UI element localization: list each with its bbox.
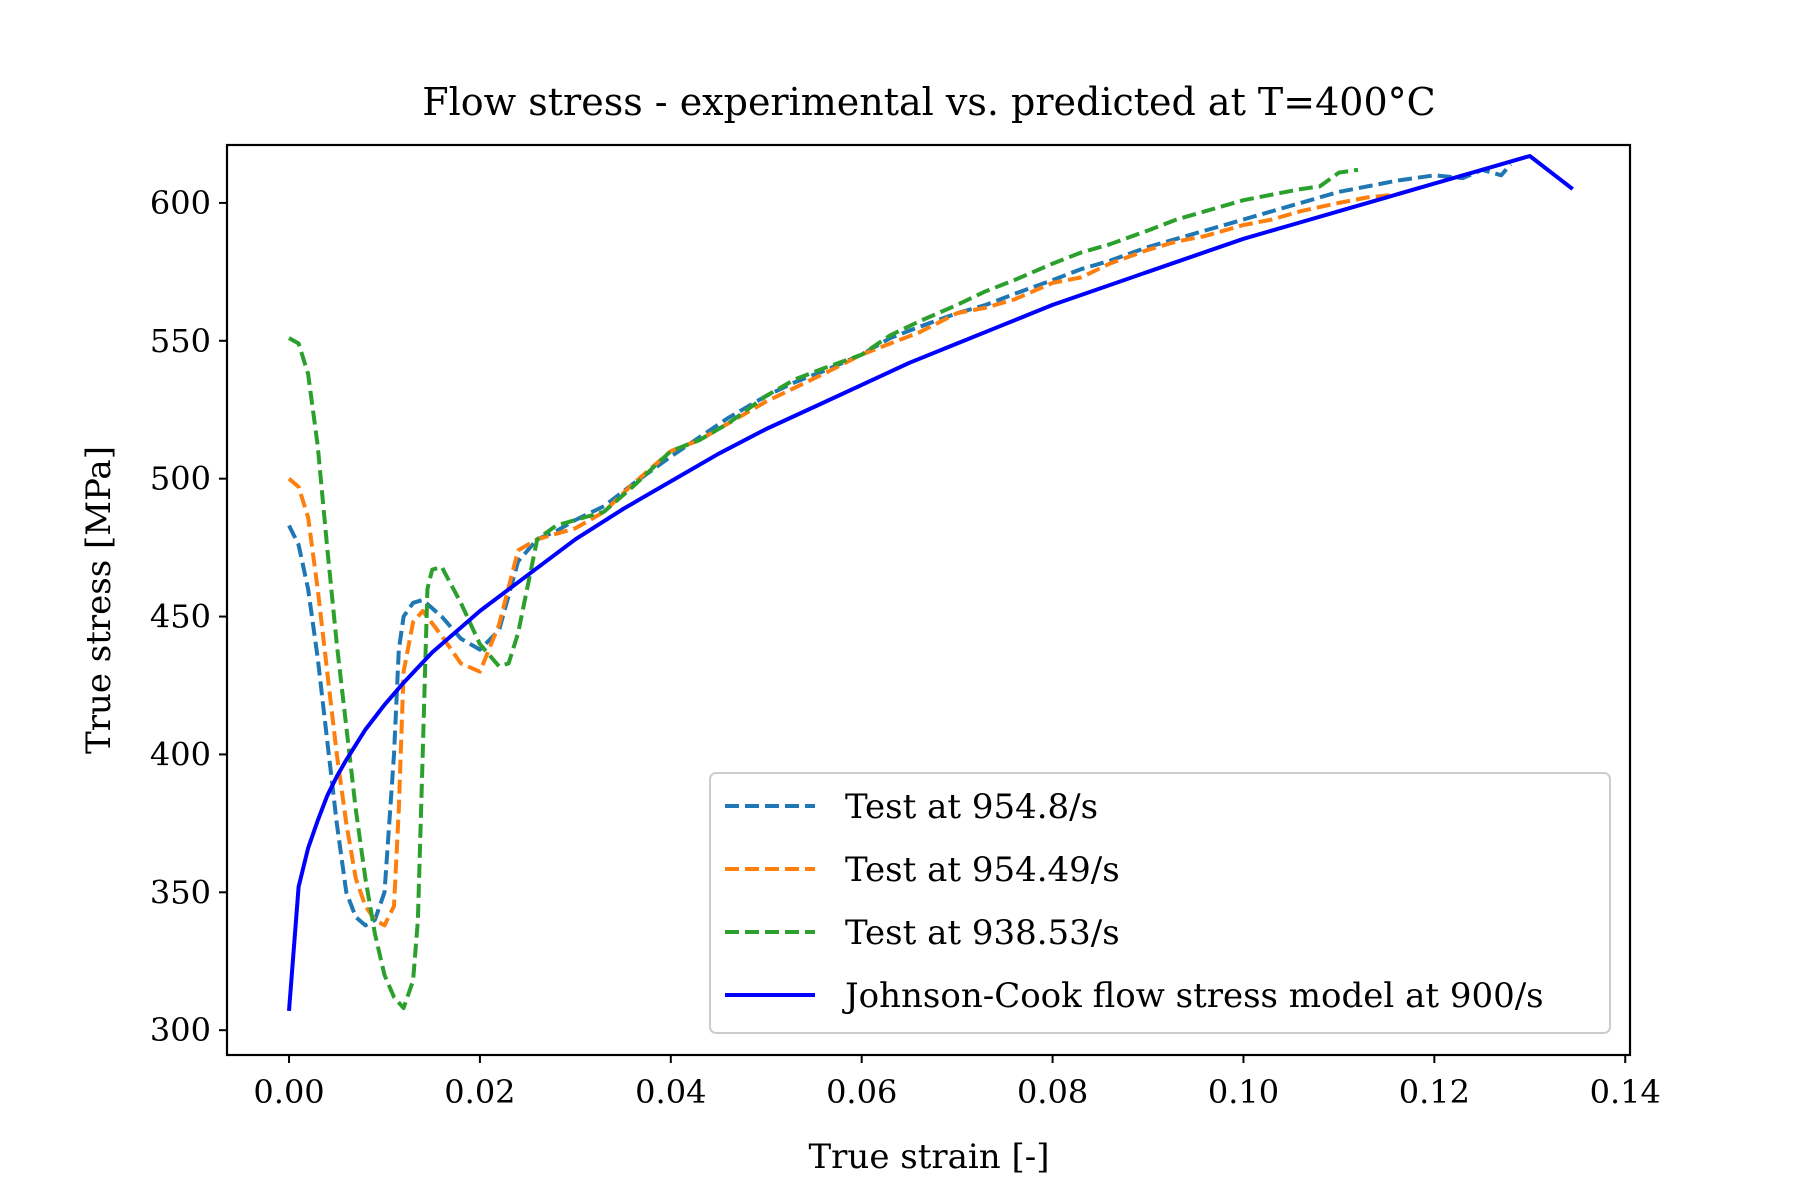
legend-label-2: Test at 954.49/s [845, 850, 1120, 890]
x-axis-label: True strain [-] [809, 1137, 1050, 1177]
x-tick-label: 0.14 [1590, 1073, 1661, 1111]
x-tick-label: 0.00 [253, 1073, 324, 1111]
legend-box [709, 772, 1611, 1034]
x-tick-label: 0.10 [1208, 1073, 1279, 1111]
y-axis: 300 350 400 450 500 550 600 [150, 184, 227, 1049]
legend-label-4: Johnson-Cook flow stress model at 900/s [842, 976, 1544, 1016]
plot-series [287, 154, 1574, 1012]
x-axis: 0.00 0.02 0.04 0.06 0.08 0.10 0.12 0.14 [253, 1055, 1661, 1111]
series-line-4 [287, 154, 1574, 1012]
y-tick-label: 400 [150, 735, 211, 773]
y-tick-label: 450 [150, 598, 211, 636]
y-tick-label: 350 [150, 873, 211, 911]
series-line-3 [288, 167, 1359, 1011]
plot-frame [225, 143, 1632, 1057]
legend-label-3: Test at 938.53/s [845, 913, 1120, 953]
y-tick-label: 600 [150, 184, 211, 222]
series-line-1 [287, 162, 1513, 928]
legend-label-1: Test at 954.8/s [845, 787, 1098, 827]
x-tick-label: 0.06 [826, 1073, 897, 1111]
y-axis-label: True stress [MPa] [79, 446, 119, 754]
y-tick-label: 500 [150, 460, 211, 498]
y-tick-label: 550 [150, 322, 211, 360]
series-line-2 [287, 187, 1416, 928]
y-tick-label: 300 [150, 1011, 211, 1049]
x-tick-label: 0.04 [635, 1073, 706, 1111]
x-tick-label: 0.02 [444, 1073, 515, 1111]
chart-title: Flow stress - experimental vs. predicted… [422, 80, 1435, 124]
legend: Test at 954.8/s Test at 954.49/s Test at 9… [709, 772, 1611, 1034]
x-tick-label: 0.12 [1399, 1073, 1470, 1111]
x-tick-label: 0.08 [1017, 1073, 1088, 1111]
